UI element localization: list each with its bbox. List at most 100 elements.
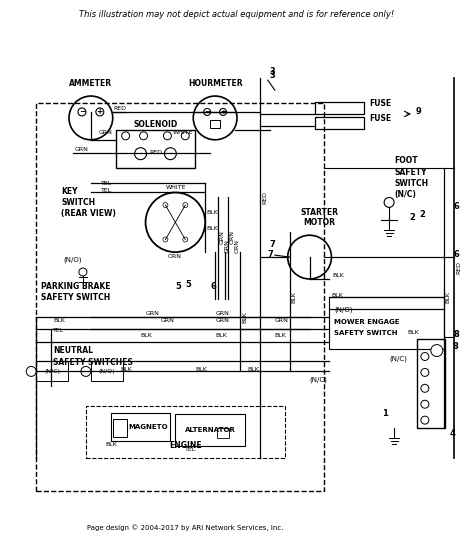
Text: FOOT
SAFETY
SWITCH
(N/C): FOOT SAFETY SWITCH (N/C) xyxy=(394,156,428,199)
Text: (N/C): (N/C) xyxy=(310,376,328,383)
Bar xyxy=(91,362,123,381)
Text: BLK: BLK xyxy=(292,291,297,303)
Text: TEL: TEL xyxy=(101,189,112,194)
Text: GRN: GRN xyxy=(275,318,289,323)
Text: This illustration may not depict actual equipment and is for reference only!: This illustration may not depict actual … xyxy=(79,9,395,19)
Text: ORN: ORN xyxy=(167,254,182,259)
Text: GRN: GRN xyxy=(215,318,229,323)
Circle shape xyxy=(81,366,91,376)
Text: WHITE: WHITE xyxy=(173,130,193,135)
Text: +: + xyxy=(220,109,226,115)
Circle shape xyxy=(384,197,394,207)
Text: PARKING BRAKE
SAFETY SWITCH: PARKING BRAKE SAFETY SWITCH xyxy=(41,282,110,302)
Text: 6: 6 xyxy=(454,250,460,259)
Circle shape xyxy=(164,132,172,140)
Text: BLK: BLK xyxy=(331,293,343,298)
Text: (N/O): (N/O) xyxy=(63,256,82,263)
Text: Page design © 2004-2017 by ARI Network Services, Inc.: Page design © 2004-2017 by ARI Network S… xyxy=(87,525,283,532)
Text: BLK: BLK xyxy=(247,368,259,373)
Text: GRN: GRN xyxy=(215,311,229,316)
Text: 6: 6 xyxy=(454,202,460,211)
Text: BLK: BLK xyxy=(332,273,344,278)
Text: RED: RED xyxy=(149,150,163,155)
Text: BLK: BLK xyxy=(275,333,287,337)
Text: BLK: BLK xyxy=(206,226,218,231)
Text: TEL: TEL xyxy=(53,328,64,333)
Text: BLK: BLK xyxy=(53,318,65,323)
Text: RED: RED xyxy=(263,191,268,204)
Text: BLK: BLK xyxy=(106,442,118,447)
Text: BLK: BLK xyxy=(206,211,218,216)
Text: HOURMETER: HOURMETER xyxy=(188,79,242,88)
Text: GRN: GRN xyxy=(161,318,174,323)
Text: TEL: TEL xyxy=(101,181,112,185)
Text: 5: 5 xyxy=(175,282,181,291)
Text: 9: 9 xyxy=(416,107,422,116)
Bar xyxy=(113,419,127,437)
Circle shape xyxy=(421,369,429,376)
Text: SOLENOID: SOLENOID xyxy=(133,120,178,129)
Text: GRN: GRN xyxy=(220,230,225,244)
Circle shape xyxy=(78,108,86,116)
Text: ORN: ORN xyxy=(235,239,240,253)
Text: GRN: GRN xyxy=(225,239,230,253)
Text: BLK: BLK xyxy=(141,333,153,337)
Circle shape xyxy=(183,202,188,207)
Circle shape xyxy=(163,237,168,242)
Circle shape xyxy=(139,132,147,140)
Circle shape xyxy=(163,202,168,207)
Circle shape xyxy=(421,416,429,424)
Circle shape xyxy=(79,268,87,276)
Text: −: − xyxy=(204,109,210,115)
Text: STARTER
MOTOR: STARTER MOTOR xyxy=(301,208,338,227)
Circle shape xyxy=(219,108,227,115)
Bar xyxy=(111,413,170,441)
Text: 2: 2 xyxy=(419,211,425,219)
Text: ALTERNATOR: ALTERNATOR xyxy=(185,427,236,433)
Bar xyxy=(315,102,364,114)
Circle shape xyxy=(421,400,429,408)
Bar xyxy=(329,297,444,348)
Text: 5: 5 xyxy=(185,280,191,289)
Text: ORN: ORN xyxy=(230,230,235,244)
Text: 4: 4 xyxy=(450,429,456,438)
Text: BLK: BLK xyxy=(242,311,247,323)
Text: 6: 6 xyxy=(210,282,216,291)
Text: MOWER ENGAGE: MOWER ENGAGE xyxy=(335,319,400,325)
Text: FUSE: FUSE xyxy=(369,114,392,123)
Circle shape xyxy=(431,345,443,357)
Text: 3: 3 xyxy=(270,67,275,76)
Circle shape xyxy=(26,366,36,376)
Text: +: + xyxy=(97,107,103,117)
Bar xyxy=(315,117,364,129)
Text: 8: 8 xyxy=(454,330,459,339)
Circle shape xyxy=(122,132,129,140)
Text: GRN: GRN xyxy=(75,147,89,152)
Circle shape xyxy=(182,132,189,140)
Text: 7: 7 xyxy=(268,250,273,259)
Bar xyxy=(417,339,445,428)
Text: 2: 2 xyxy=(409,213,415,222)
Text: GRN: GRN xyxy=(99,130,113,135)
Text: 3: 3 xyxy=(270,71,275,80)
Text: ENGINE: ENGINE xyxy=(169,441,201,450)
Bar xyxy=(36,362,68,381)
Text: BLK: BLK xyxy=(121,368,133,373)
Text: 8: 8 xyxy=(453,341,458,351)
Text: BLK: BLK xyxy=(446,291,451,303)
Bar xyxy=(86,406,285,458)
Circle shape xyxy=(183,237,188,242)
Text: (N/C): (N/C) xyxy=(44,369,60,374)
Text: TEL: TEL xyxy=(185,447,197,452)
Text: BLK: BLK xyxy=(215,333,227,337)
Circle shape xyxy=(204,108,210,115)
Text: BLK: BLK xyxy=(195,368,207,373)
Bar xyxy=(116,130,195,167)
Text: RED: RED xyxy=(457,260,462,274)
Circle shape xyxy=(96,108,104,116)
Text: 7: 7 xyxy=(270,240,275,249)
Text: −: − xyxy=(79,107,85,117)
Text: SAFETY SWITCH: SAFETY SWITCH xyxy=(335,330,398,336)
Text: BLK: BLK xyxy=(407,330,419,335)
Bar xyxy=(36,103,325,491)
